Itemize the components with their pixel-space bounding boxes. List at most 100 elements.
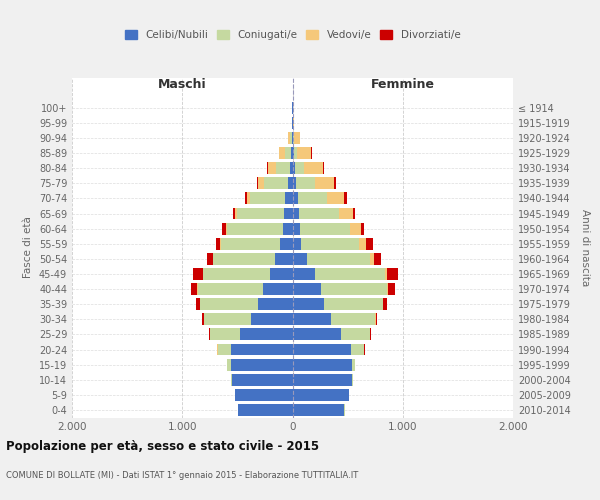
Bar <box>300 222 350 234</box>
Bar <box>341 328 370 340</box>
Bar <box>217 238 220 250</box>
Bar <box>245 192 247 204</box>
Bar <box>247 192 250 204</box>
Bar <box>213 253 275 264</box>
Y-axis label: Anni di nascita: Anni di nascita <box>580 209 590 286</box>
Bar <box>385 268 388 280</box>
Bar <box>367 238 373 250</box>
Bar <box>221 238 280 250</box>
Bar <box>293 404 344 416</box>
Bar <box>314 178 334 189</box>
Bar <box>293 268 314 280</box>
Bar <box>321 283 388 295</box>
Bar <box>352 358 355 370</box>
Bar <box>259 298 293 310</box>
Bar <box>293 208 299 220</box>
Bar <box>304 162 323 174</box>
Bar <box>238 208 284 220</box>
Bar <box>286 192 293 204</box>
Bar <box>250 192 286 204</box>
Bar <box>351 344 364 355</box>
Bar <box>344 192 347 204</box>
Bar <box>279 147 285 159</box>
Text: Femmine: Femmine <box>371 78 435 91</box>
Bar <box>191 283 197 295</box>
Bar <box>231 344 293 355</box>
Bar <box>293 147 297 159</box>
Bar <box>307 253 370 264</box>
Bar <box>293 374 352 386</box>
Bar <box>301 238 359 250</box>
Bar <box>285 147 292 159</box>
Bar <box>196 298 200 310</box>
Bar <box>227 222 283 234</box>
Bar <box>293 178 296 189</box>
Bar <box>207 253 212 264</box>
Bar <box>275 253 293 264</box>
Bar <box>323 162 324 174</box>
Bar <box>361 222 364 234</box>
Bar <box>339 208 353 220</box>
Bar <box>290 132 292 144</box>
Bar <box>290 162 293 174</box>
Bar <box>197 283 263 295</box>
Bar <box>235 208 238 220</box>
Bar <box>210 328 239 340</box>
Bar <box>374 253 381 264</box>
Bar <box>334 178 336 189</box>
Bar <box>235 389 293 400</box>
Bar <box>388 268 398 280</box>
Bar <box>293 328 341 340</box>
Bar <box>293 222 300 234</box>
Bar <box>350 222 361 234</box>
Bar <box>293 253 307 264</box>
Bar <box>202 314 204 325</box>
Bar <box>233 208 235 220</box>
Bar <box>376 314 377 325</box>
Bar <box>331 314 375 325</box>
Bar <box>284 208 293 220</box>
Bar <box>218 344 231 355</box>
Bar <box>359 238 367 250</box>
Bar <box>293 192 298 204</box>
Text: COMUNE DI BOLLATE (MI) - Dati ISTAT 1° gennaio 2015 - Elaborazione TUTTITALIA.IT: COMUNE DI BOLLATE (MI) - Dati ISTAT 1° g… <box>6 470 358 480</box>
Bar <box>293 389 349 400</box>
Bar <box>264 178 288 189</box>
Bar <box>288 132 290 144</box>
Bar <box>239 328 293 340</box>
Bar <box>326 192 344 204</box>
Bar <box>314 268 385 280</box>
Bar <box>271 268 293 280</box>
Bar <box>293 344 351 355</box>
Bar <box>383 298 387 310</box>
Bar <box>257 178 259 189</box>
Bar <box>388 283 395 295</box>
Bar <box>232 374 293 386</box>
Text: Maschi: Maschi <box>158 78 206 91</box>
Bar <box>204 314 251 325</box>
Bar <box>293 162 295 174</box>
Bar <box>293 298 325 310</box>
Legend: Celibi/Nubili, Coniugati/e, Vedovi/e, Divorziati/e: Celibi/Nubili, Coniugati/e, Vedovi/e, Di… <box>125 30 460 40</box>
Bar <box>370 253 374 264</box>
Bar <box>238 404 293 416</box>
Bar <box>276 162 290 174</box>
Bar <box>293 314 331 325</box>
Bar <box>293 358 352 370</box>
Bar <box>259 178 264 189</box>
Bar <box>293 238 301 250</box>
Text: Popolazione per età, sesso e stato civile - 2015: Popolazione per età, sesso e stato civil… <box>6 440 319 453</box>
Bar <box>223 222 226 234</box>
Bar <box>295 162 304 174</box>
Bar <box>268 162 276 174</box>
Bar <box>297 147 311 159</box>
Bar <box>293 117 294 128</box>
Bar <box>220 238 221 250</box>
Y-axis label: Fasce di età: Fasce di età <box>23 216 33 278</box>
Bar <box>231 358 293 370</box>
Bar <box>292 147 293 159</box>
Bar <box>353 208 355 220</box>
Bar <box>280 238 293 250</box>
Bar <box>251 314 293 325</box>
Bar <box>226 222 227 234</box>
